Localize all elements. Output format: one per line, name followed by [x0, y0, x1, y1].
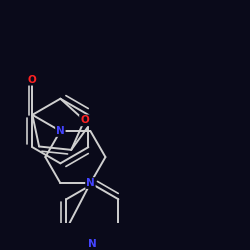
Text: N: N	[88, 239, 97, 249]
Text: N: N	[86, 178, 95, 188]
Text: O: O	[28, 75, 37, 85]
Text: N: N	[56, 126, 65, 136]
Text: O: O	[80, 115, 89, 125]
